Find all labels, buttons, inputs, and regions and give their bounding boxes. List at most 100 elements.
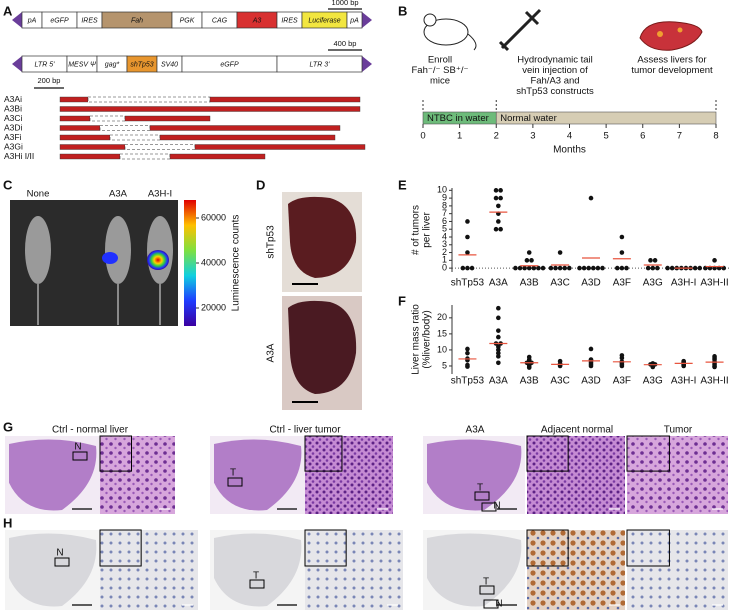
x-tick-label: 6 bbox=[640, 131, 645, 142]
vector-element-label: A3 bbox=[252, 17, 262, 24]
exon bbox=[59, 106, 361, 112]
data-point bbox=[595, 265, 601, 271]
data-point bbox=[526, 354, 532, 360]
data-point bbox=[619, 234, 625, 240]
mouse-label: A3A bbox=[109, 189, 128, 200]
data-point bbox=[498, 188, 503, 193]
y-axis-label: # of tumors bbox=[411, 205, 422, 255]
y-axis-label: Liver mass ratio bbox=[411, 304, 422, 375]
mouse-label: A3H-I bbox=[148, 189, 172, 200]
x-tick-label: 3 bbox=[530, 131, 535, 142]
y-tick-label: 3 bbox=[442, 239, 447, 249]
data-point bbox=[581, 265, 587, 271]
y-tick-label: 5 bbox=[442, 224, 447, 234]
x-tick-label: shTp53 bbox=[451, 376, 485, 387]
data-point bbox=[460, 265, 466, 271]
data-point bbox=[465, 346, 470, 352]
region-label: T bbox=[483, 577, 489, 588]
data-point bbox=[553, 265, 558, 271]
inset-frame bbox=[304, 435, 343, 472]
data-point bbox=[524, 258, 530, 263]
x-tick-label: 7 bbox=[677, 131, 682, 142]
y-tick-label: 15 bbox=[437, 328, 447, 338]
deletion bbox=[124, 144, 196, 150]
inset-frame bbox=[626, 435, 670, 472]
colorbar-tick-label: 40000 bbox=[201, 257, 226, 267]
exon bbox=[159, 134, 336, 141]
vector-element-label: IRES bbox=[281, 17, 298, 24]
x-tick-label: A3C bbox=[550, 376, 569, 387]
y-tick-label: 0 bbox=[442, 262, 447, 272]
data-point bbox=[624, 265, 629, 271]
luminescence-signal bbox=[102, 252, 118, 264]
region-box bbox=[483, 599, 499, 609]
y-tick-label: 6 bbox=[442, 216, 447, 226]
data-point bbox=[496, 347, 501, 353]
data-point bbox=[526, 250, 532, 255]
data-point bbox=[522, 265, 527, 271]
x-tick-label: A3H-II bbox=[700, 376, 728, 387]
vector-element bbox=[276, 55, 363, 73]
x-tick-label: A3G bbox=[643, 376, 663, 387]
y-tick-label: 2 bbox=[442, 247, 447, 257]
y-tick-label: 20 bbox=[437, 312, 447, 322]
y-axis-label: per liver bbox=[422, 212, 433, 248]
data-point bbox=[496, 354, 501, 359]
tissue-section bbox=[214, 533, 302, 607]
histology-title: Adjacent normal bbox=[541, 425, 613, 436]
deletion bbox=[99, 125, 151, 131]
region-box bbox=[249, 579, 265, 589]
histology-title: Ctrl - normal liver bbox=[52, 425, 129, 436]
region-label: N bbox=[495, 599, 502, 610]
tissue-section bbox=[214, 439, 302, 511]
data-point bbox=[591, 265, 596, 271]
data-point bbox=[493, 226, 499, 232]
x-axis-label: Months bbox=[553, 145, 586, 156]
vector-element-label: gag* bbox=[105, 61, 120, 68]
region-label: N bbox=[74, 442, 81, 453]
mouse-body bbox=[147, 216, 173, 284]
isoform-label: A3Gi bbox=[4, 141, 23, 151]
luminescence-signal bbox=[147, 250, 169, 270]
panel-label: B bbox=[398, 3, 407, 18]
data-point bbox=[619, 265, 625, 271]
x-tick-label: 1 bbox=[457, 131, 462, 142]
deletion bbox=[89, 115, 126, 122]
data-point bbox=[465, 265, 470, 271]
data-point bbox=[496, 360, 501, 366]
region-label: N bbox=[56, 548, 63, 559]
x-tick-label: 0 bbox=[420, 131, 425, 142]
data-point bbox=[588, 195, 594, 201]
data-point bbox=[712, 354, 717, 359]
vector-element-label: CAG bbox=[212, 17, 228, 24]
colorbar-tick-label: 60000 bbox=[201, 212, 226, 222]
data-point bbox=[548, 265, 554, 271]
x-tick-label: A3F bbox=[613, 376, 631, 387]
tissue-section bbox=[9, 533, 97, 607]
region-box bbox=[481, 502, 497, 512]
step-text: Fah⁻/⁻ SB⁺/⁻ bbox=[411, 65, 468, 76]
data-point bbox=[600, 265, 605, 271]
tumor-spot bbox=[657, 31, 663, 37]
data-point bbox=[496, 219, 501, 224]
vector-element bbox=[346, 11, 363, 29]
data-point bbox=[540, 265, 546, 271]
tissue-section bbox=[427, 439, 522, 511]
x-tick-label: A3F bbox=[613, 278, 631, 289]
y-tick-label: 5 bbox=[442, 360, 447, 370]
vector-element-label: IRES bbox=[81, 17, 98, 24]
y-tick-label: 7 bbox=[442, 208, 447, 218]
vector-element-label: MESV Ψ bbox=[68, 61, 96, 68]
data-point bbox=[557, 250, 563, 255]
inset-frame bbox=[526, 435, 569, 472]
data-point bbox=[498, 226, 503, 232]
mouse-tail bbox=[467, 33, 477, 51]
data-point bbox=[655, 265, 660, 271]
data-point bbox=[493, 188, 499, 193]
tissue-section bbox=[9, 439, 97, 511]
liver-label: A3A bbox=[266, 343, 277, 362]
data-point bbox=[586, 265, 591, 271]
data-point bbox=[650, 265, 656, 271]
